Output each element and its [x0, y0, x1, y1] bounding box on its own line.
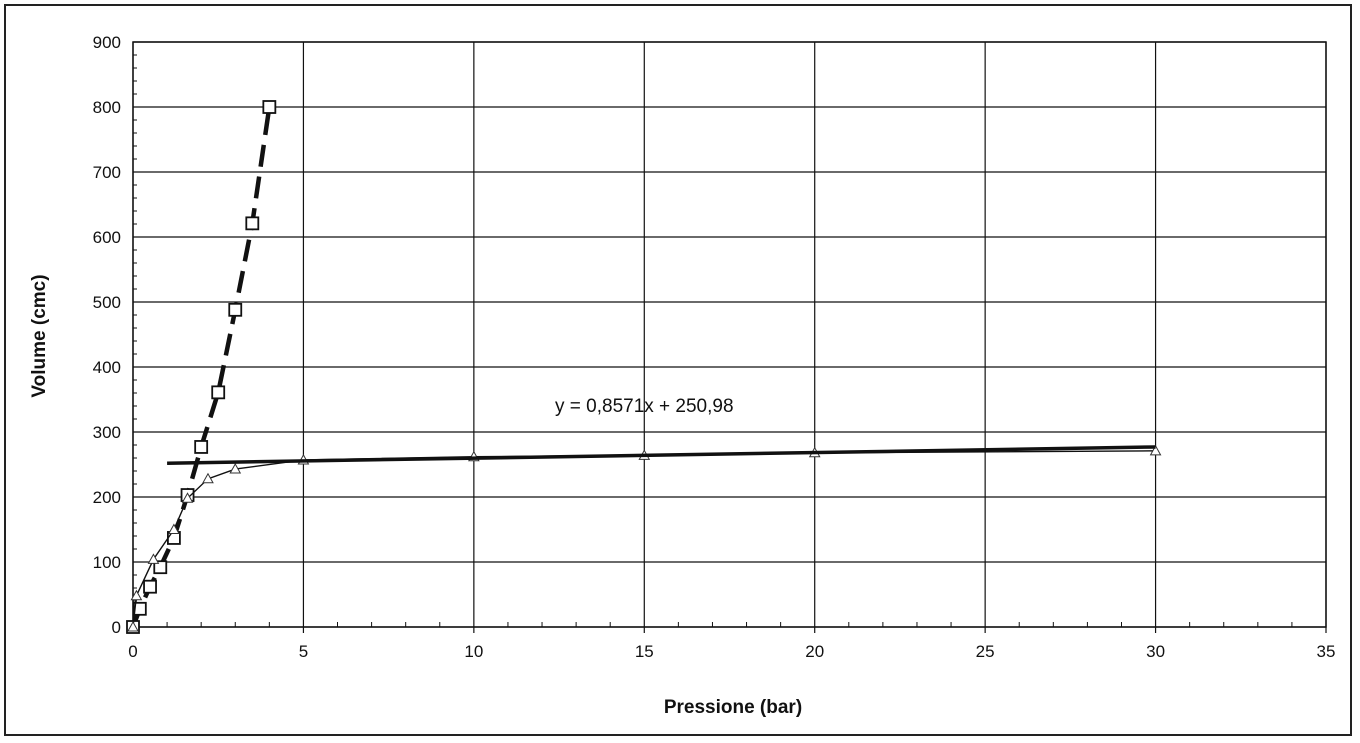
- y-tick-label: 0: [112, 618, 121, 637]
- x-tick-label: 25: [976, 642, 995, 661]
- data-point-triangle: [202, 472, 214, 484]
- data-point-triangle: [168, 523, 180, 534]
- annotations: y = 0,8571x + 250,98: [555, 396, 734, 417]
- y-tick-label: 300: [93, 423, 121, 442]
- series-line-3: [167, 445, 1156, 465]
- y-tick-label: 500: [93, 293, 121, 312]
- data-point-triangle: [1149, 444, 1162, 456]
- y-tick-label: 800: [93, 98, 121, 117]
- x-axis-title: Pressione (bar): [664, 697, 802, 718]
- axes: 0 100 200 300 400 500 600 700 800 900 0 5 10 15 20 25 30…: [93, 33, 1336, 661]
- plot-area: [132, 41, 1327, 628]
- data-point-triangle: [229, 463, 242, 474]
- data-point-square: [143, 579, 157, 594]
- y-tick-label: 400: [93, 358, 121, 377]
- y-tick-label: 700: [93, 163, 121, 182]
- data-point-square: [153, 560, 168, 575]
- data-point-triangle: [130, 589, 143, 601]
- x-tick-label: 20: [805, 642, 824, 661]
- data-point-square: [262, 100, 277, 114]
- grid: [132, 41, 1327, 628]
- x-tick-label: 15: [635, 642, 654, 661]
- data-point-triangle: [127, 620, 139, 632]
- data-point-square: [211, 385, 226, 400]
- x-tick-label: 35: [1317, 642, 1336, 661]
- y-tick-label: 100: [93, 553, 121, 572]
- y-tick-label: 900: [93, 33, 121, 52]
- y-tick-label: 600: [93, 228, 121, 247]
- series: [126, 100, 1162, 634]
- x-tick-label: 0: [128, 642, 137, 661]
- y-tick-label: 200: [93, 488, 121, 507]
- data-point-square: [194, 440, 209, 454]
- data-point-triangle: [181, 492, 194, 503]
- trendline-equation: y = 0,8571x + 250,98: [555, 396, 734, 417]
- x-tick-label: 10: [464, 642, 483, 661]
- data-point-triangle: [147, 553, 160, 564]
- data-point-square: [245, 216, 260, 231]
- data-point-square: [132, 601, 147, 616]
- data-point-square: [228, 302, 243, 317]
- y-axis-title: Volume (cmc): [29, 274, 50, 397]
- x-tick-label: 5: [299, 642, 308, 661]
- x-tick-label: 30: [1146, 642, 1165, 661]
- chart-frame: [4, 4, 1352, 736]
